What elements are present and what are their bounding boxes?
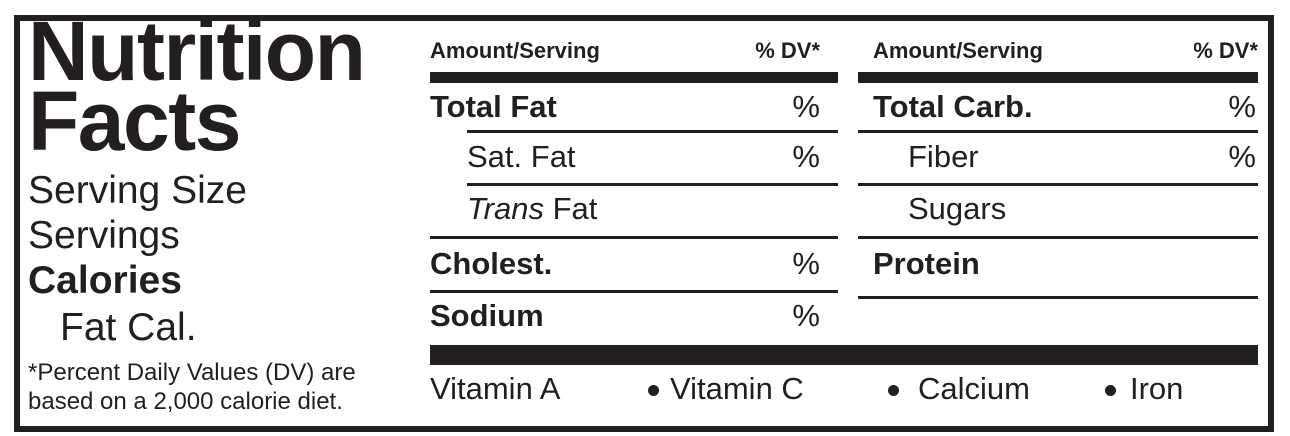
col1-header: Amount/Serving % DV* [430, 38, 838, 64]
col2-divider-2 [858, 183, 1258, 186]
col1-header-dv: % DV* [755, 38, 820, 63]
row-total-carb-value: % [1228, 89, 1256, 124]
row-protein-name: Protein [873, 246, 980, 281]
col1-divider-2 [467, 183, 838, 186]
row-total-carb-name: Total Carb. [873, 89, 1033, 124]
row-total-fat-name: Total Fat [430, 89, 557, 124]
bullet-icon [888, 385, 899, 396]
row-protein: Protein [858, 246, 1258, 282]
col1-header-amount: Amount/Serving [430, 38, 600, 63]
serving-size-label: Serving Size [28, 169, 247, 212]
vitamin-a-label: Vitamin A [430, 371, 561, 406]
dv-footnote-line2: based on a 2,000 calorie diet. [28, 388, 343, 415]
row-cholesterol: Cholest. % [430, 246, 838, 282]
col2-header-bar [858, 72, 1258, 83]
row-fiber-name: Fiber [908, 139, 979, 174]
footer-bar [430, 345, 1258, 365]
row-sugars: Sugars [858, 191, 1258, 227]
row-sat-fat-name: Sat. Fat [467, 139, 576, 174]
calcium-label: Calcium [918, 371, 1030, 406]
col2-divider-4 [858, 296, 1258, 299]
servings-label: Servings [28, 214, 180, 257]
col2-divider-3 [858, 236, 1258, 239]
row-sodium: Sodium % [430, 298, 838, 334]
col1-divider-1 [467, 130, 838, 133]
row-sat-fat-value: % [792, 139, 820, 174]
label-title-line2: Facts [28, 74, 241, 168]
row-sodium-value: % [792, 298, 820, 333]
iron-label: Iron [1130, 371, 1184, 406]
col1-header-bar [430, 72, 838, 83]
label-title: Nutrition Facts [28, 4, 366, 168]
row-trans-fat-name: Fat [543, 191, 598, 226]
dv-footnote: *Percent Daily Values (DV) are based on … [28, 358, 356, 416]
bullet-icon [648, 385, 659, 396]
dv-footnote-line1: *Percent Daily Values (DV) are [28, 359, 356, 386]
label-title-line1: Nutrition [28, 4, 366, 98]
col2-header: Amount/Serving % DV* [858, 38, 1258, 64]
row-total-fat-value: % [792, 89, 820, 124]
row-trans-fat-name-italic: Trans [467, 191, 544, 226]
col2-header-amount: Amount/Serving [873, 38, 1043, 63]
row-cholesterol-name: Cholest. [430, 246, 553, 281]
col1-divider-3 [430, 236, 838, 239]
col2-divider-1 [858, 130, 1258, 133]
row-fiber-value: % [1228, 139, 1256, 174]
row-fiber: Fiber % [858, 139, 1258, 175]
row-sugars-name: Sugars [908, 191, 1007, 226]
row-cholesterol-value: % [792, 246, 820, 281]
row-total-carb: Total Carb. % [858, 89, 1258, 125]
vitamin-c-label: Vitamin C [670, 371, 804, 406]
row-trans-fat: Trans Fat [430, 191, 838, 227]
row-total-fat: Total Fat % [430, 89, 838, 125]
row-sat-fat: Sat. Fat % [430, 139, 838, 175]
calories-label: Calories [28, 259, 182, 302]
label-border [14, 15, 1274, 432]
col1-divider-4 [430, 290, 838, 293]
col2-header-dv: % DV* [1193, 38, 1258, 63]
row-sodium-name: Sodium [430, 298, 544, 333]
bullet-icon [1105, 385, 1116, 396]
fat-cal-label: Fat Cal. [60, 306, 197, 349]
